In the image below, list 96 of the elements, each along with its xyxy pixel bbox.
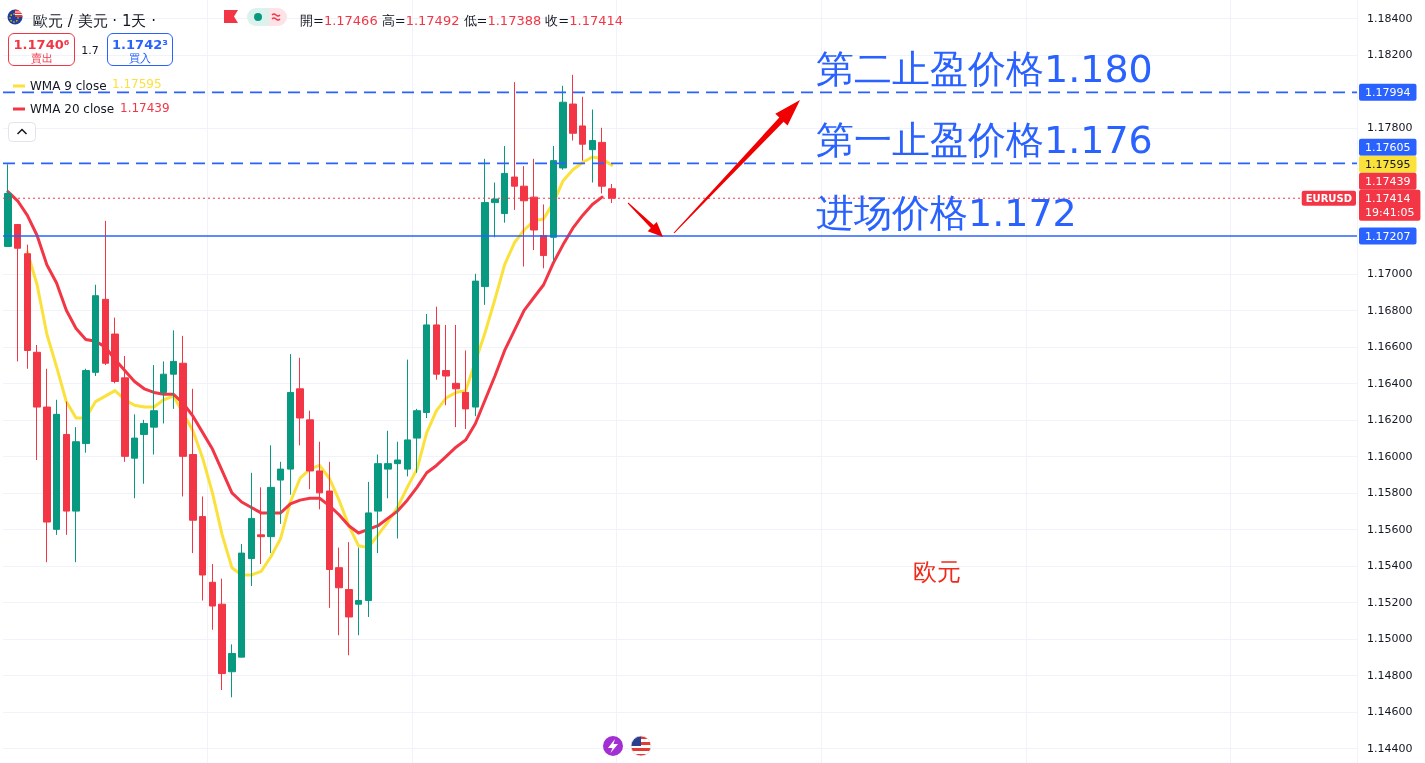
candlestick — [598, 127, 606, 194]
candlestick — [43, 368, 51, 563]
candlestick — [287, 353, 294, 496]
candlestick — [209, 563, 216, 631]
annotation: 賣出 — [30, 51, 53, 65]
candlestick — [355, 547, 362, 636]
candlestick — [92, 284, 99, 377]
candlestick — [316, 441, 323, 510]
candlestick — [140, 419, 148, 485]
candlestick — [72, 426, 80, 563]
candlestick — [218, 578, 226, 691]
y-tick-label: 1.16000 — [1367, 449, 1413, 463]
candlestick — [335, 547, 343, 636]
candlestick — [374, 454, 382, 554]
y-tick-label: 1.15200 — [1367, 595, 1413, 609]
candlestick — [82, 368, 90, 454]
y-tick-label: 1.14600 — [1367, 705, 1413, 719]
candlestick — [53, 399, 60, 536]
annotation: 第一止盈价格1.176 — [816, 118, 1153, 163]
candlestick — [589, 109, 596, 184]
candlestick — [579, 96, 586, 162]
candlestick — [63, 401, 70, 536]
y-tick-label: 1.15400 — [1367, 559, 1413, 573]
ref-line-label: 1.17605 — [1365, 141, 1411, 155]
y-tick-label: 1.18200 — [1367, 48, 1413, 62]
annotation: 第二止盈价格1.180 — [816, 47, 1153, 92]
candlestick — [559, 85, 567, 171]
candlestick — [423, 313, 430, 419]
candlestick — [277, 461, 284, 525]
legend-label: WMA 20 close — [30, 102, 115, 116]
y-tick-label: 1.17800 — [1367, 121, 1413, 135]
candlestick — [248, 472, 255, 587]
candlestick — [306, 410, 314, 490]
y-tick-label: 1.16400 — [1367, 376, 1413, 390]
candlestick — [491, 182, 499, 238]
candlestick — [433, 306, 440, 381]
candlestick — [121, 355, 129, 463]
legend-label: WMA 9 close — [30, 79, 107, 93]
candlestick — [404, 359, 411, 477]
candlestick — [267, 444, 275, 554]
text: 歐元 / 美元 · 1天 · — [33, 11, 156, 30]
y-tick-label: 1.15000 — [1367, 632, 1413, 646]
candlestick — [228, 643, 236, 698]
candlestick — [111, 317, 119, 384]
candlestick — [199, 496, 206, 602]
candlestick — [14, 224, 21, 362]
candlestick — [345, 541, 353, 656]
annotation: EURUSD — [1305, 192, 1352, 204]
ref-line-label: 1.17207 — [1365, 230, 1411, 244]
y-tick-label: 1.14400 — [1367, 741, 1413, 755]
candlestick — [238, 543, 245, 658]
text: 1.17439 — [1365, 175, 1411, 189]
annotation: 1.17439 — [120, 101, 170, 115]
candlestick — [452, 324, 460, 428]
candlestick — [550, 145, 557, 262]
candlestick — [296, 357, 304, 446]
candlestick — [540, 203, 547, 269]
candlestick — [462, 349, 469, 430]
y-tick-label: 1.18400 — [1367, 11, 1413, 25]
candlestick — [413, 408, 421, 474]
candlestick — [131, 413, 138, 499]
annotation: 買入 — [129, 51, 151, 65]
candlestick — [33, 344, 41, 461]
candlestick — [442, 324, 450, 406]
annotation: 1.1740⁶ — [13, 36, 70, 52]
annotation: 1.7 — [81, 43, 99, 57]
candlestick — [365, 481, 372, 618]
y-tick-label: 1.15800 — [1367, 486, 1413, 500]
y-tick-label: 1.17000 — [1367, 267, 1413, 281]
y-tick-label: 1.14800 — [1367, 668, 1413, 682]
text: 1.17595 — [1365, 158, 1411, 172]
annotation: 1.17595 — [112, 77, 162, 91]
y-tick-label: 1.16200 — [1367, 413, 1413, 427]
candlestick — [394, 441, 401, 539]
annotation: 1.1742³ — [112, 36, 168, 52]
text: 19:41:05 — [1365, 206, 1415, 220]
annotation: 欧元 — [913, 558, 961, 586]
candlestick — [384, 430, 392, 499]
candlestick — [24, 244, 31, 370]
candlestick — [170, 329, 177, 410]
candlestick — [501, 145, 508, 224]
y-tick-label: 1.16600 — [1367, 340, 1413, 354]
candlestick — [472, 273, 479, 417]
ref-line-label: 1.17414 — [1365, 192, 1411, 206]
y-tick-label: 1.16800 — [1367, 303, 1413, 317]
annotation: 进场价格1.172 — [816, 191, 1077, 236]
candlestick — [481, 158, 489, 306]
y-tick-label: 1.15600 — [1367, 522, 1413, 536]
text: 開=1.17466 高=1.17492 低=1.17388 收=1.17414 — [300, 13, 624, 28]
candlestick — [179, 335, 187, 497]
ref-line-label: 1.17994 — [1365, 86, 1411, 100]
candlestick — [102, 220, 109, 366]
candlestick — [160, 360, 167, 424]
candlestick — [569, 74, 577, 142]
candlestick — [150, 364, 158, 456]
candlestick — [4, 163, 12, 247]
